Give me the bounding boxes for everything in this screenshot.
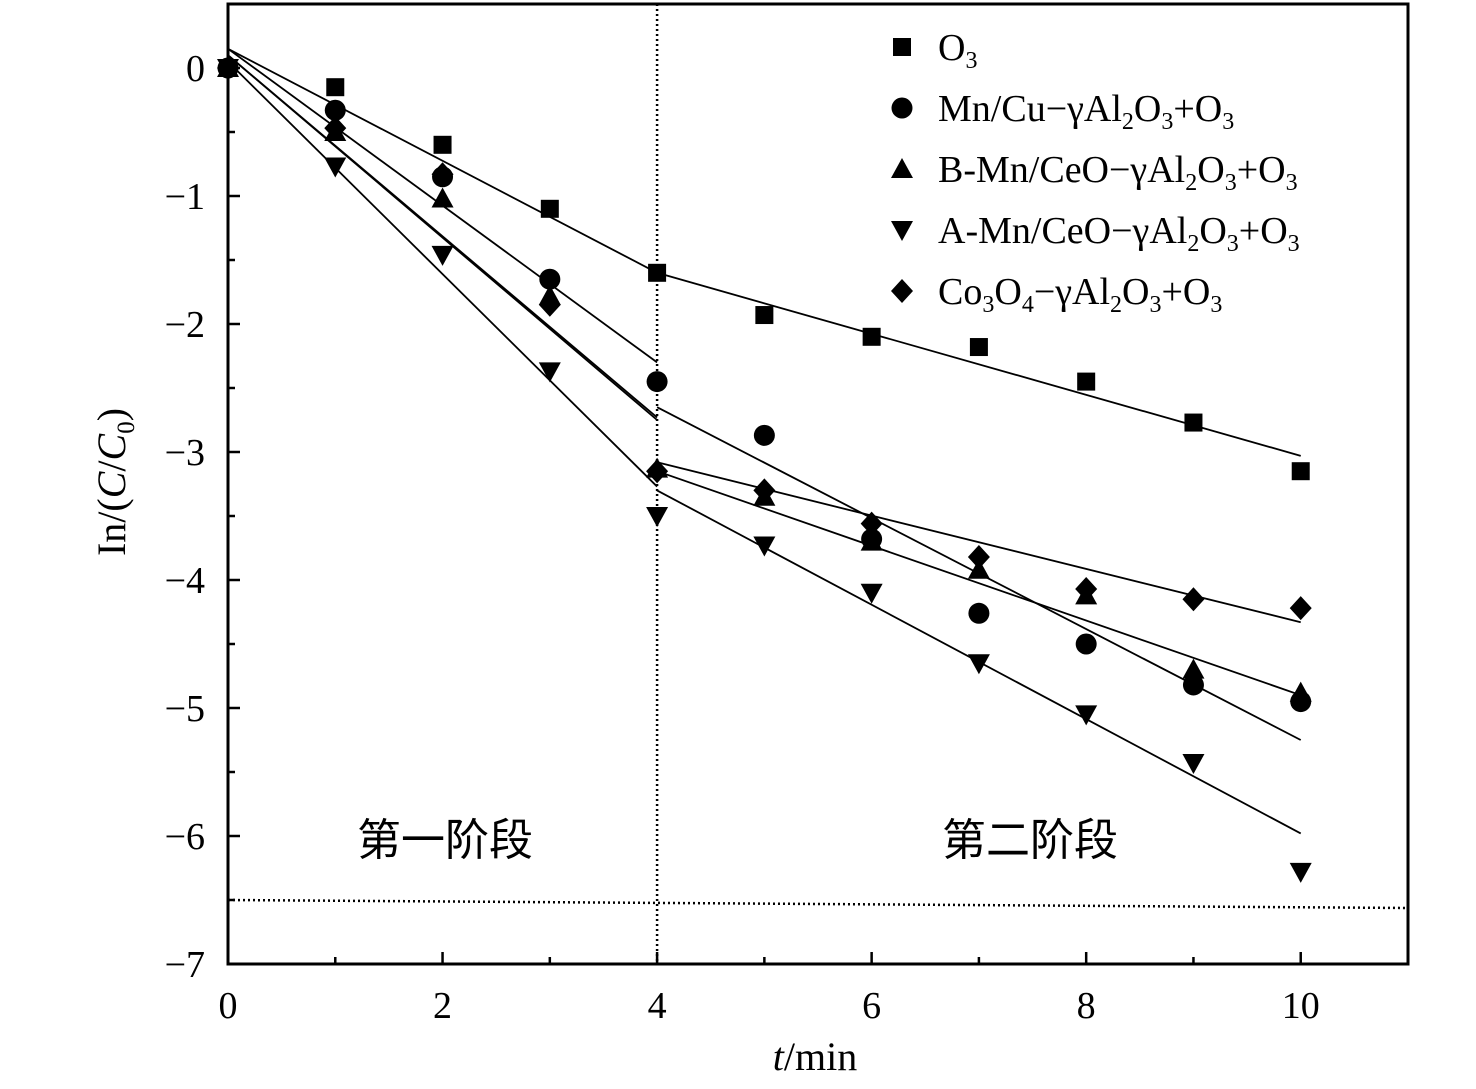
data-point-series-1	[648, 263, 667, 282]
x-axis-label: t/min	[773, 1034, 857, 1079]
fit-line-series-5-stage-1	[227, 54, 658, 421]
data-point-series-1	[1077, 372, 1096, 391]
fit-line-series-1-stage-1	[227, 48, 658, 274]
data-point-series-1	[326, 78, 345, 97]
y-tick-label: 0	[186, 48, 205, 90]
data-point-series-5	[860, 511, 883, 536]
legend-marker	[891, 158, 913, 178]
legend-label: A-Mn/CeO−γAl2​O3​+O3​	[938, 210, 1300, 257]
stage-2-label: 第二阶段	[942, 815, 1118, 866]
data-point-series-5	[646, 459, 669, 484]
stage-divider-layer	[227, 4, 1409, 964]
data-point-series-5	[753, 478, 776, 503]
x-tick-label: 6	[862, 985, 881, 1027]
data-point-series-4	[646, 507, 669, 527]
y-tick-label: −2	[165, 304, 205, 346]
data-point-series-1	[862, 327, 881, 346]
data-point-series-4	[538, 362, 561, 383]
data-point-series-4	[753, 536, 776, 557]
fit-line-series-4-stage-1	[227, 60, 658, 488]
legend-marker	[891, 221, 913, 241]
baseline-dotted-line	[227, 898, 1409, 910]
plot-frame	[226, 2, 1410, 966]
legend: O3​ Mn/Cu−γAl2​O3​+O3​ B-Mn/CeO−γAl2​O3​+O…	[891, 27, 1300, 318]
data-point-series-1	[969, 338, 988, 357]
data-point-series-1	[1184, 413, 1203, 432]
data-point-series-3	[1289, 681, 1312, 702]
data-point-series-1	[1291, 462, 1310, 481]
data-point-series-4	[431, 245, 454, 266]
data-point-series-1	[540, 199, 559, 218]
y-axis-ticks: 0 −1 −2 −3 −4 −5 −6 −7	[165, 2, 240, 986]
y-tick-label: −1	[165, 176, 205, 218]
x-tick-label: 8	[1077, 985, 1096, 1027]
data-point-series-2	[324, 99, 346, 121]
data-point-series-1	[755, 306, 774, 325]
legend-label: Co3​O4​−γAl2​O3​+O3​	[938, 271, 1222, 318]
data-point-series-4	[1075, 705, 1098, 726]
legend-marker	[893, 38, 911, 56]
y-tick-label: −4	[165, 560, 205, 602]
data-point-series-5	[1289, 596, 1312, 621]
data-point-series-2	[1075, 633, 1097, 655]
legend-marker	[891, 279, 913, 303]
data-point-series-5	[324, 116, 347, 141]
legend-marker	[891, 97, 913, 119]
data-point-series-2	[539, 268, 561, 290]
data-point-series-5	[1075, 576, 1098, 601]
legend-label: B-Mn/CeO−γAl2​O3​+O3​	[938, 149, 1298, 196]
data-point-series-1	[433, 135, 452, 154]
y-tick-label: −5	[165, 688, 205, 730]
data-point-series-2	[646, 371, 668, 393]
y-tick-label: −3	[165, 432, 205, 474]
data-point-series-4	[1182, 754, 1205, 775]
x-tick-label: 10	[1282, 985, 1320, 1027]
y-axis-label: In/(C/C0​)	[89, 408, 140, 556]
fit-line-series-3-stage-2	[656, 470, 1302, 697]
x-tick-label: 2	[433, 985, 452, 1027]
legend-label: Mn/Cu−γAl2​O3​+O3​	[938, 88, 1234, 135]
x-tick-label: 4	[648, 985, 667, 1027]
data-point-series-5	[967, 544, 990, 569]
data-point-series-5	[1182, 587, 1205, 612]
data-point-series-3	[431, 187, 454, 208]
data-point-series-3	[1182, 658, 1205, 679]
data-points	[217, 56, 1312, 883]
data-point-series-5	[431, 162, 454, 187]
data-point-series-4	[1289, 862, 1312, 883]
data-point-series-4	[324, 157, 347, 178]
data-point-series-4	[860, 583, 883, 604]
legend-label: O3​	[938, 27, 977, 74]
data-point-series-2	[753, 424, 775, 446]
data-point-series-3	[860, 530, 883, 551]
stage-1-label: 第一阶段	[357, 815, 533, 866]
x-tick-label: 0	[219, 985, 238, 1027]
x-axis-ticks: 0 2 4 6 8 10	[219, 952, 1410, 1027]
data-point-series-2	[1182, 674, 1204, 696]
y-tick-label: −6	[165, 816, 205, 858]
data-point-series-2	[968, 602, 990, 624]
data-point-series-4	[967, 654, 990, 675]
data-point-series-5	[538, 292, 561, 317]
y-tick-label: −7	[165, 944, 205, 986]
